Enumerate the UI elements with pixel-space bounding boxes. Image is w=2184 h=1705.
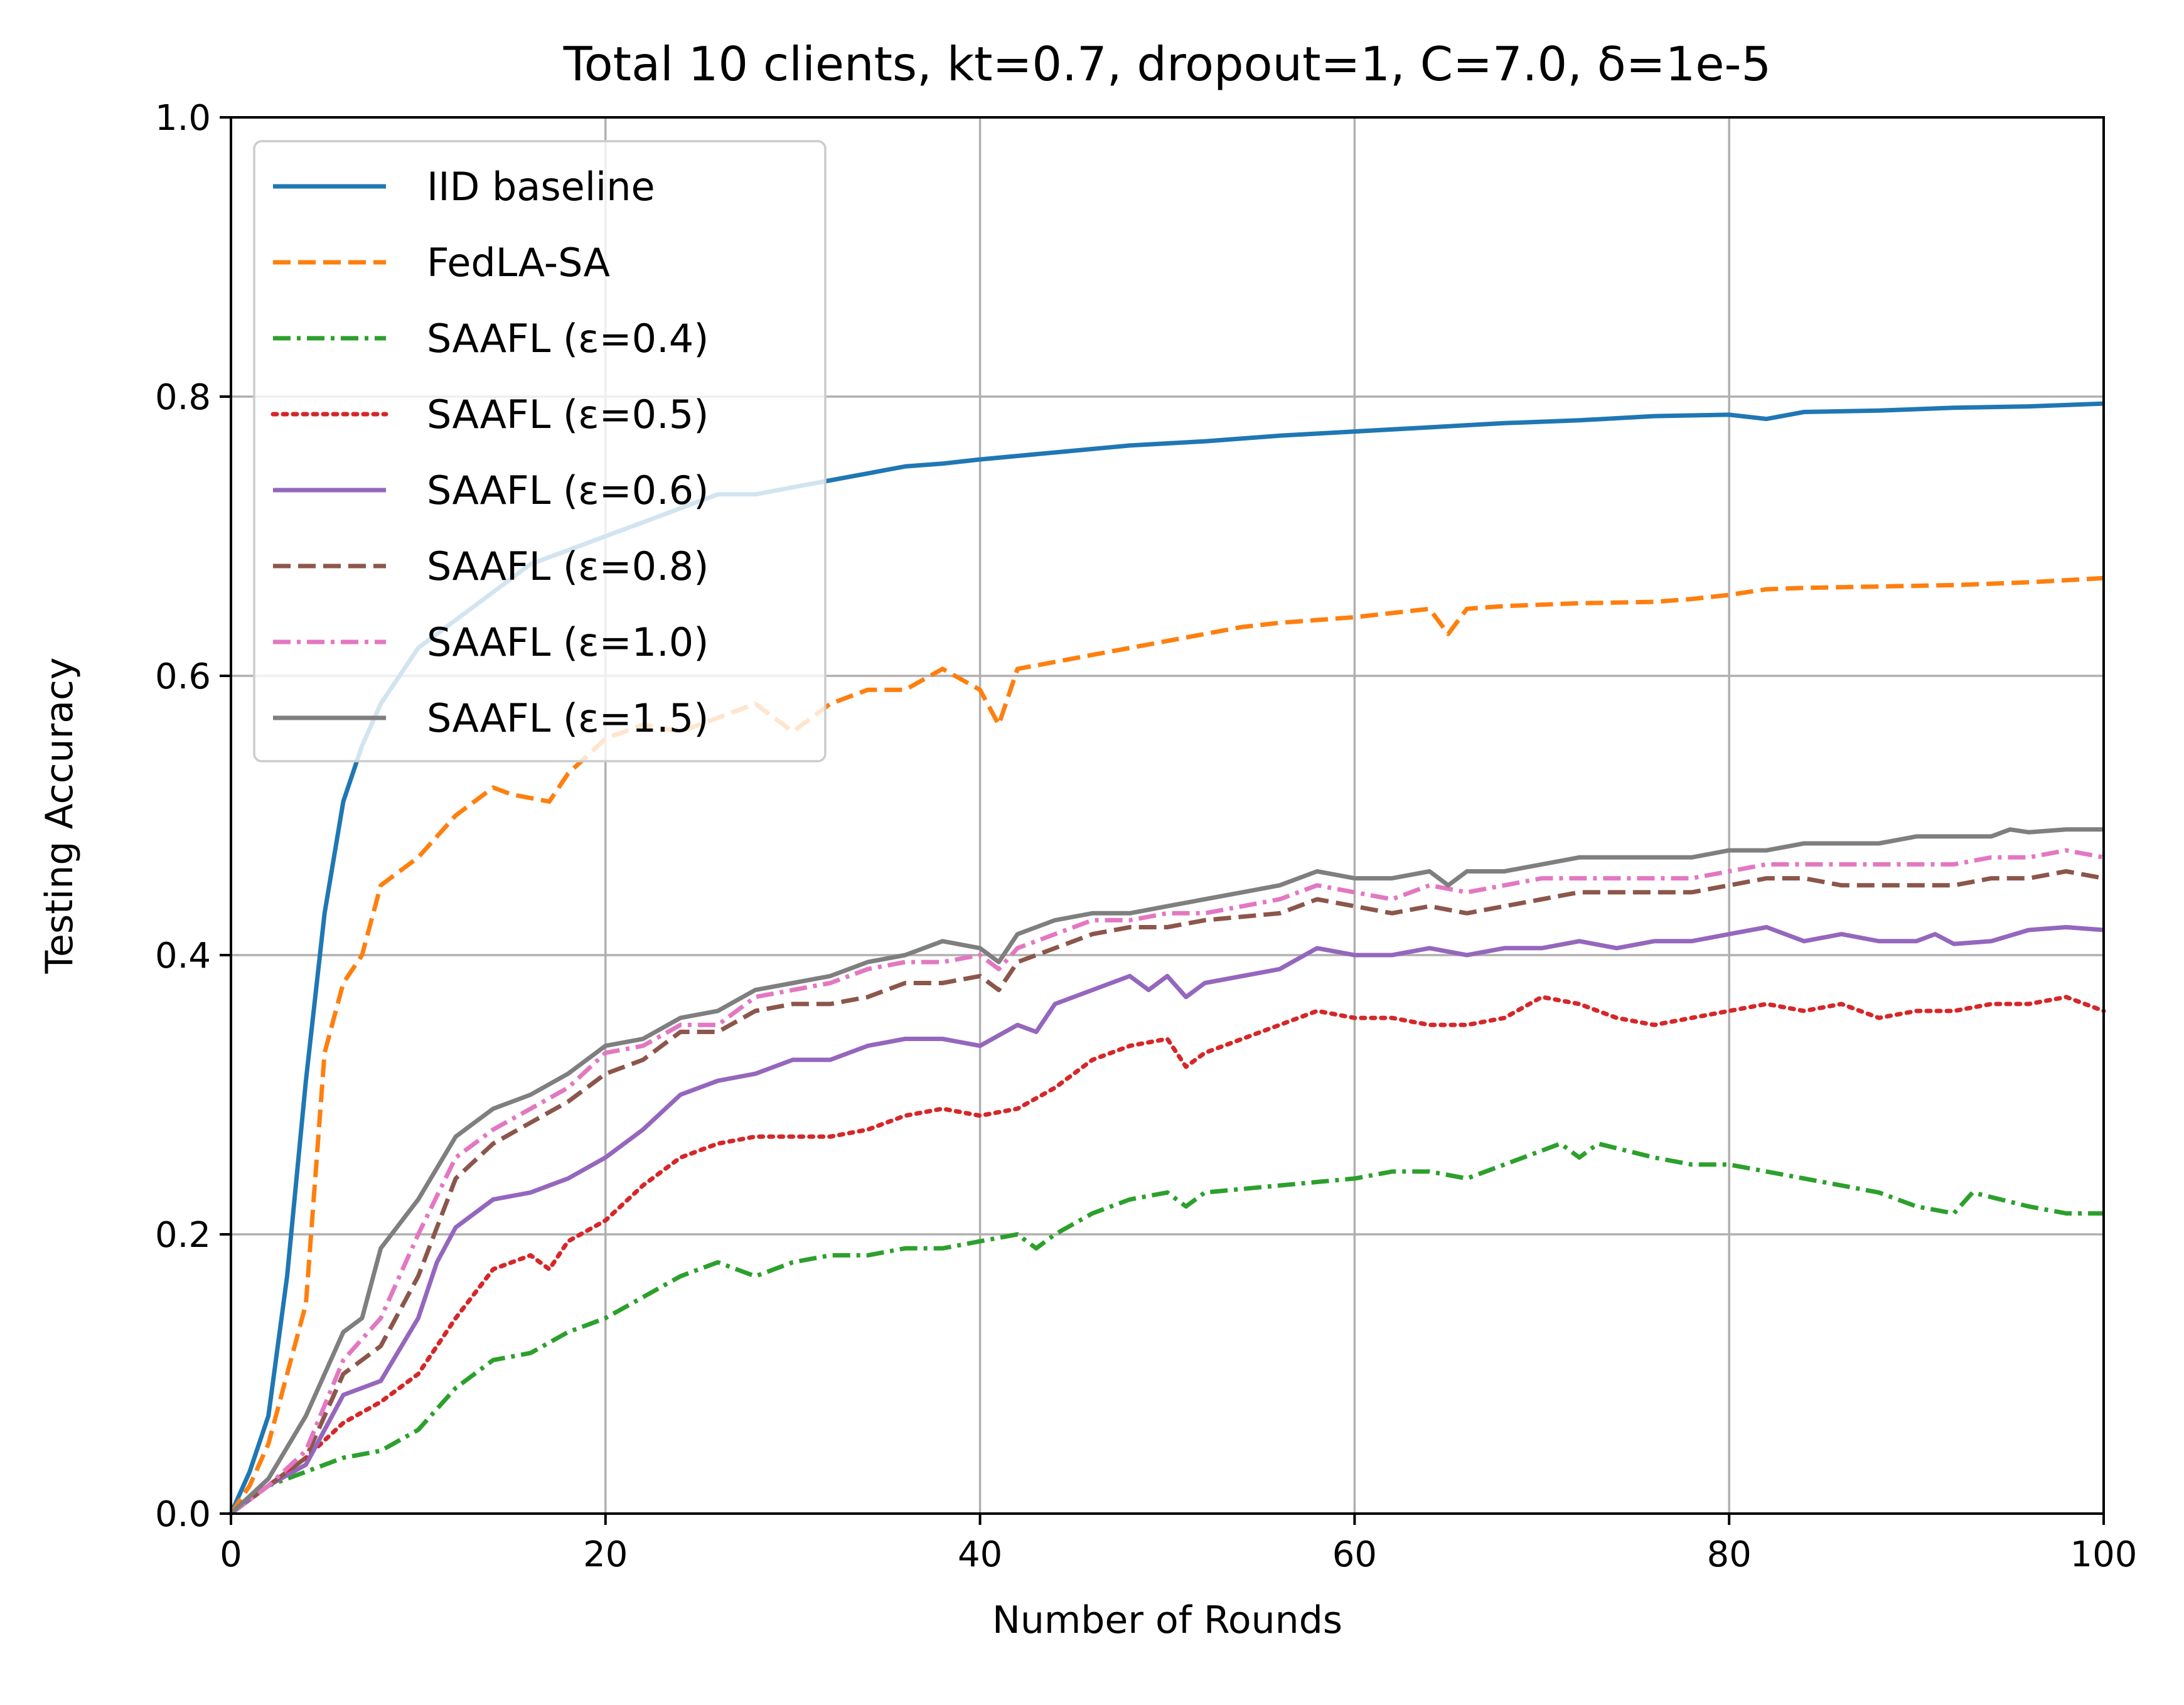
series-line-6: [229, 869, 2104, 1515]
legend-label: SAAFL (ε=0.6): [427, 468, 709, 513]
plot-frame: [230, 116, 2105, 1515]
legend: IID baseline FedLA-SA SAAFL (ε=0.4) SAAFL (…: [253, 140, 827, 762]
y-tick-label: 1.0: [155, 98, 211, 139]
series-line-7: [229, 848, 2104, 1515]
y-axis-label: Testing Accuracy: [38, 658, 82, 975]
x-axis-label: Number of Rounds: [992, 1598, 1342, 1642]
series-line-8: [229, 827, 2104, 1515]
x-tick-label: 20: [583, 1534, 628, 1575]
y-tick-label: 0.8: [155, 377, 211, 418]
legend-label: SAAFL (ε=0.5): [427, 392, 709, 437]
series-line-2: [229, 575, 2104, 1515]
y-tick-label: 0.6: [155, 656, 211, 697]
legend-label: SAAFL (ε=0.8): [427, 543, 709, 589]
series-line-5: [229, 925, 2104, 1515]
legend-label: FedLA-SA: [427, 240, 610, 286]
x-tick-label: 60: [1332, 1534, 1377, 1575]
x-tick-label: 40: [958, 1534, 1002, 1575]
legend-label: SAAFL (ε=1.0): [427, 619, 709, 665]
y-tick-label: 0.2: [155, 1215, 211, 1256]
y-tick-label: 0.4: [155, 936, 211, 976]
x-tick-label: 80: [1707, 1534, 1752, 1575]
legend-label: SAAFL (ε=1.5): [427, 695, 709, 741]
chart-title: Total 10 clients, kt=0.7, dropout=1, C=7…: [563, 36, 1772, 92]
series-line-4: [228, 995, 2106, 1516]
axis-ticks: 0 20 40 60 80 100 0.0 0.2 0.4 0.6 0.8 1.0: [155, 98, 2138, 1575]
x-tick-label: 0: [220, 1534, 242, 1575]
y-tick-label: 0.0: [155, 1494, 211, 1535]
legend-label: IID baseline: [427, 164, 655, 210]
legend-label: SAAFL (ε=0.4): [427, 316, 709, 361]
legend-box: [253, 140, 827, 762]
x-tick-label: 100: [2070, 1534, 2138, 1575]
